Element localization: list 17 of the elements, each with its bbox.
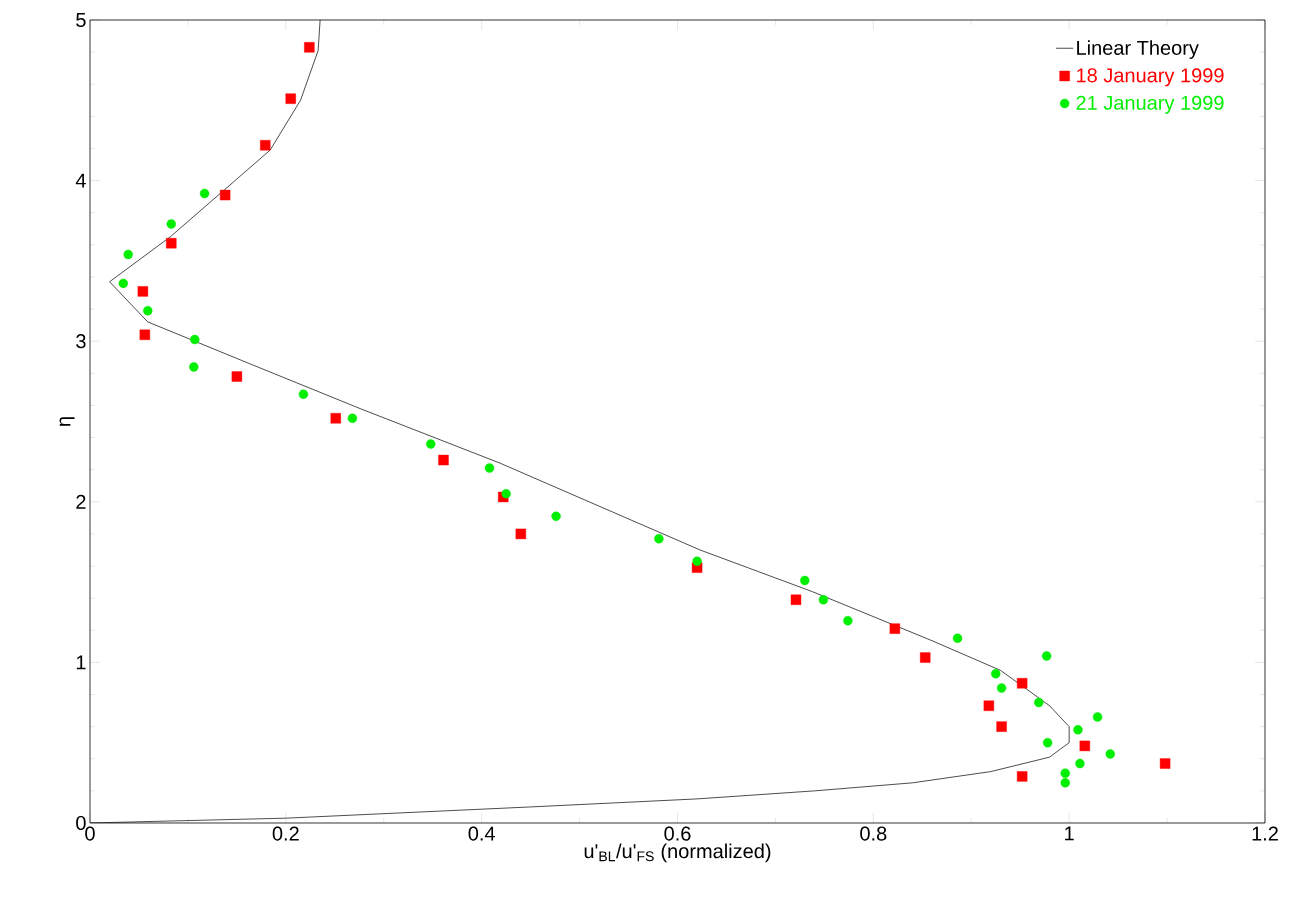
y-tick-label: 1 (76, 655, 86, 670)
y-tick-label: 0 (76, 815, 86, 831)
legend-label: 18 January 1999 (1077, 68, 1224, 87)
y-tick-label: 3 (76, 334, 86, 349)
x-tick-label: 0.4 (468, 826, 495, 841)
x-tick-label: 0.8 (860, 826, 887, 841)
x-tick-label: 1 (1065, 826, 1074, 841)
x-tick-label: 0.2 (272, 826, 299, 841)
legend-label: Linear Theory (1077, 40, 1199, 59)
y-tick-label: 2 (76, 494, 86, 509)
x-axis-title: u'$_{BL}$/u'$_{FS}$ (normalized) (584, 843, 771, 863)
y-tick-label: 5 (76, 13, 86, 27)
x-tick-label: 1.2 (1252, 826, 1278, 841)
y-tick-label: 4 (75, 173, 86, 188)
x-tick-label: 0.6 (664, 826, 691, 841)
y-axis-title: η (59, 417, 75, 427)
legend-label: 21 January 1999 (1076, 95, 1224, 114)
